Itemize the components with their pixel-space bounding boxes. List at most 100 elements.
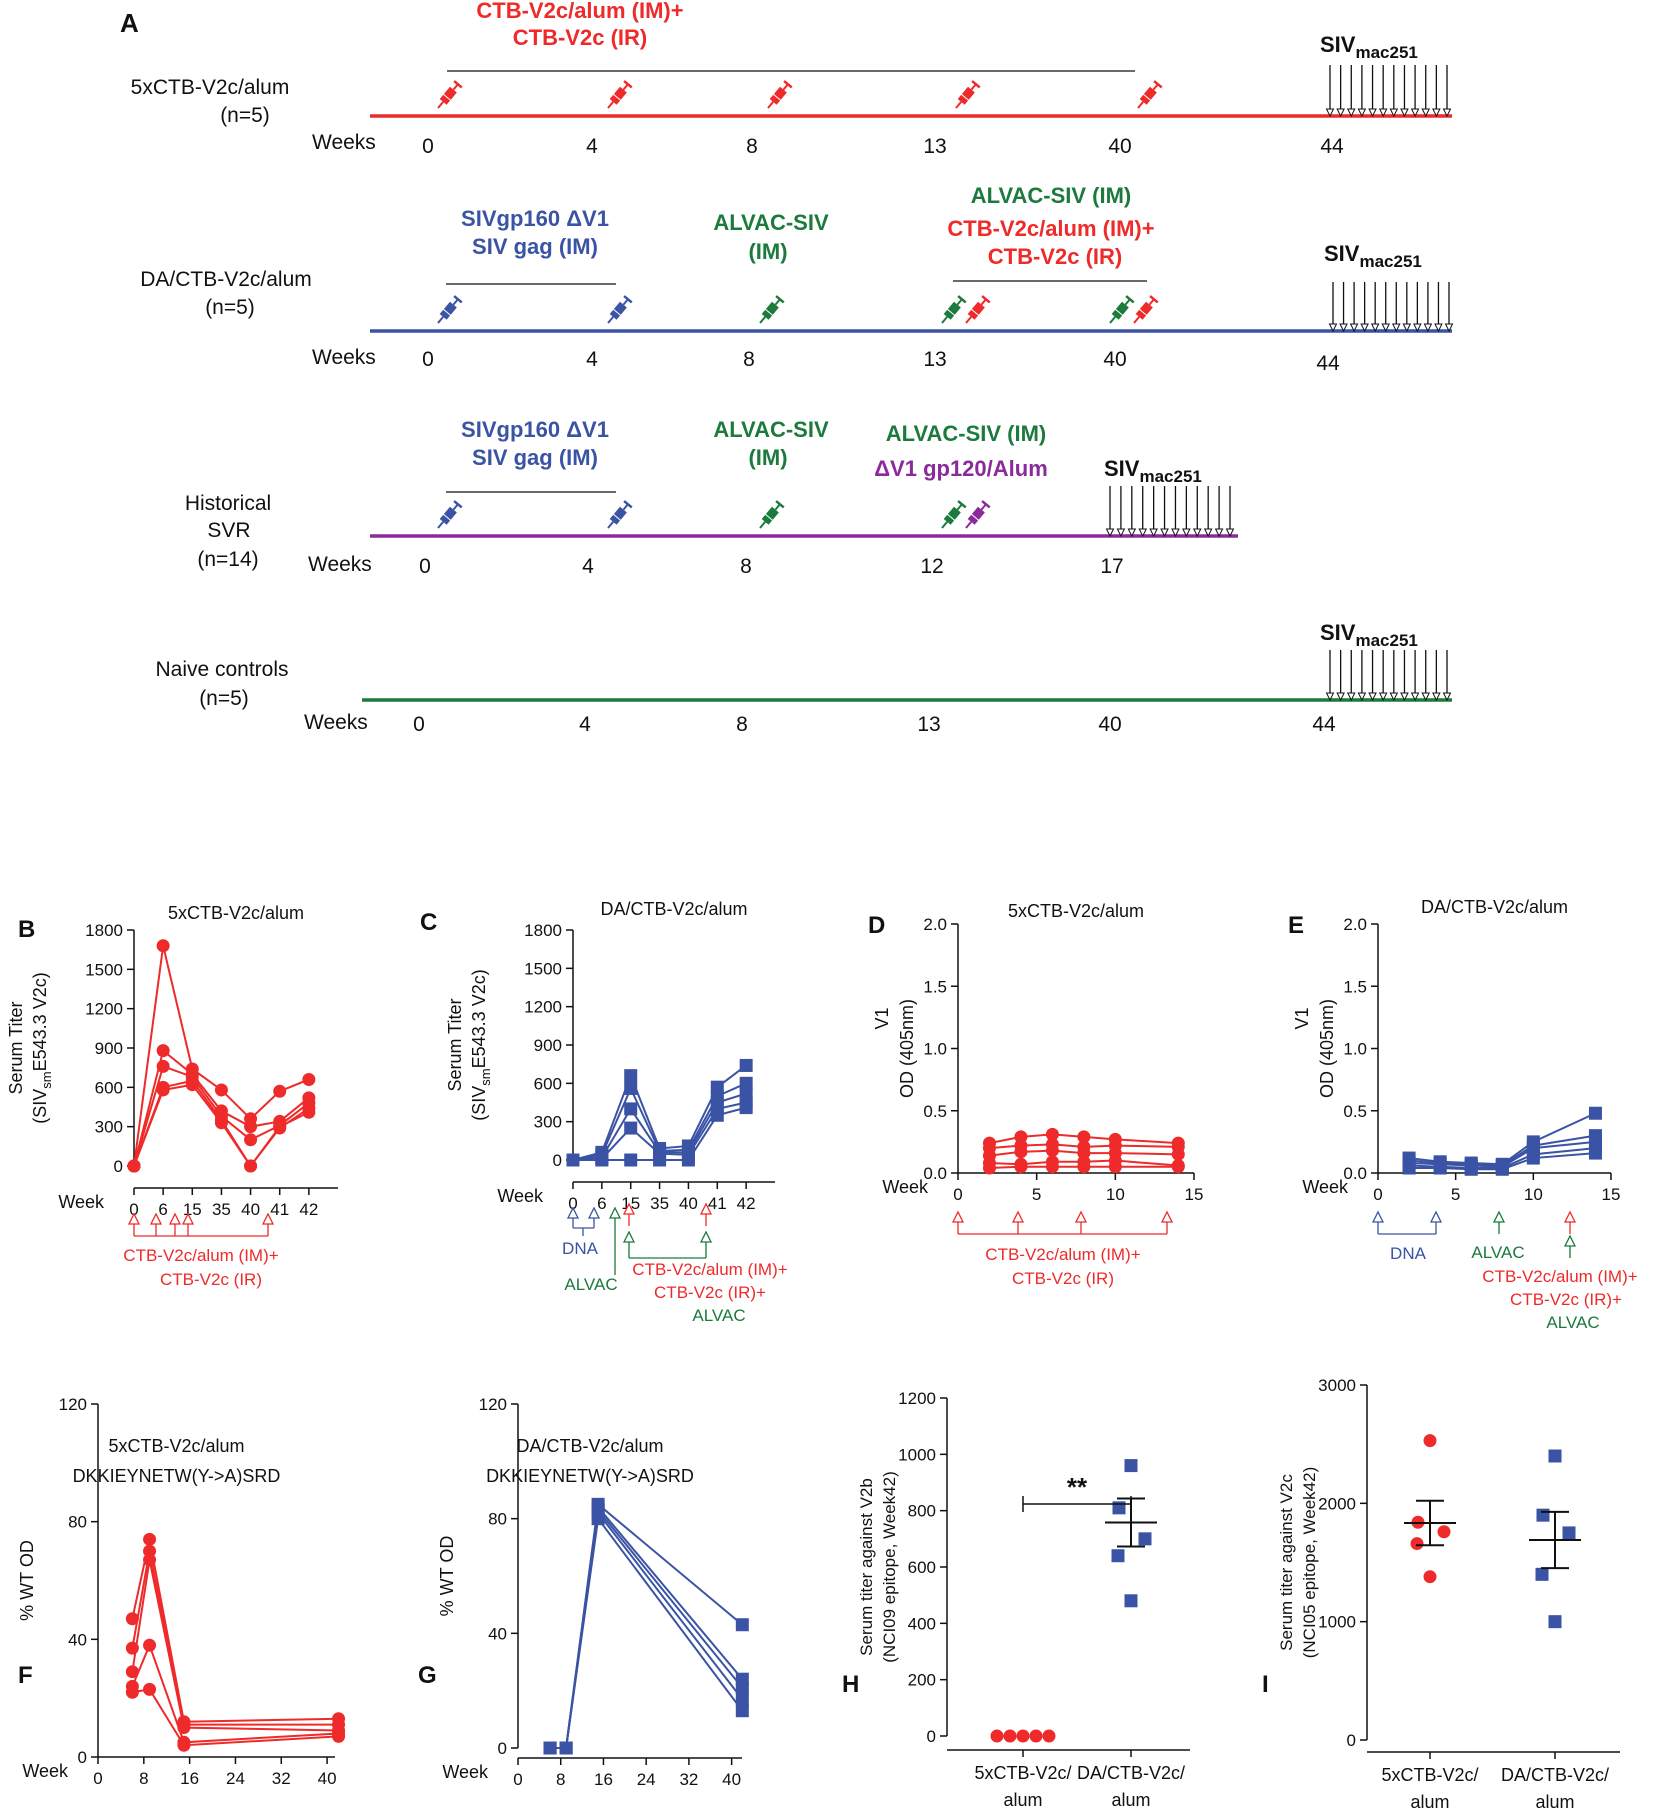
row3-heading-alvac-2: (IM) — [748, 445, 787, 470]
panel-letter: B — [18, 916, 35, 943]
data-point — [735, 1704, 749, 1718]
y-axis-label-2: OD (405nm) — [897, 999, 917, 1098]
vaccination-arrow-icon — [149, 1212, 163, 1236]
data-point — [302, 1072, 316, 1086]
syringe-needle — [607, 101, 614, 109]
challenge-arrow-head — [1149, 528, 1158, 538]
row1-week-tick: 13 — [923, 135, 946, 158]
ctb-arrow-icon — [622, 1202, 636, 1226]
x-tick-label: 0 — [568, 1194, 577, 1213]
challenge-arrow-head — [1360, 323, 1369, 333]
row1-week-tick: 0 — [422, 135, 434, 158]
arrow-head — [566, 1206, 580, 1219]
arrow-head — [699, 1202, 713, 1215]
arrow-head — [181, 1212, 195, 1225]
syringe-handle — [453, 80, 463, 89]
syringe-needle — [759, 316, 766, 324]
row4-challenge-label: SIVmac251 — [1320, 620, 1418, 650]
data-point — [739, 1101, 753, 1115]
challenge-arrow-head — [1368, 108, 1377, 118]
syringe-barrel — [761, 506, 779, 525]
series-line — [550, 1510, 744, 1749]
syringe-needle — [437, 101, 444, 109]
row3-weeks-label: Weeks — [308, 553, 372, 576]
y-tick-label: 900 — [534, 1036, 562, 1055]
data-point — [1042, 1729, 1056, 1743]
y-tick-label: 600 — [908, 1558, 936, 1577]
y-tick-label: 1.5 — [923, 977, 947, 996]
y-tick-label: 900 — [95, 1039, 123, 1058]
syringe-mark — [970, 308, 980, 316]
chart-subtitle: DKKIEYNETW(Y->A)SRD — [73, 1466, 281, 1486]
row4-week-tick: 8 — [736, 713, 748, 736]
data-point — [1077, 1130, 1091, 1144]
challenge-arrow-head — [1378, 108, 1388, 118]
challenge-arrow-head — [1346, 108, 1356, 118]
annotation-text: CTB-V2c (IR)+ — [1510, 1290, 1622, 1309]
data-point — [1014, 1145, 1028, 1159]
challenge-arrow-head — [1171, 528, 1180, 538]
series-line — [131, 1642, 339, 1744]
x-axis-label: Week — [442, 1762, 489, 1782]
data-point — [1536, 1508, 1550, 1522]
data-point — [735, 1692, 749, 1706]
y-tick-label: 1800 — [85, 921, 123, 940]
row2-week-tick: 13 — [923, 348, 946, 371]
syringe-barrel — [439, 506, 457, 525]
syringe-needle — [607, 521, 614, 529]
challenge-arrow-head — [1410, 692, 1420, 702]
arrow-head — [951, 1210, 965, 1223]
arrow-head — [1074, 1210, 1088, 1223]
row4-weeks-label: Weeks — [304, 711, 368, 734]
syringe-icon — [1137, 80, 1163, 109]
syringe-mark — [442, 513, 452, 521]
panel-i: I 0 1000 2000 3000 Serum titer against V2c (NC… — [1262, 1376, 1620, 1812]
data-point — [143, 1532, 157, 1546]
row2-challenge-arrows — [1328, 282, 1454, 333]
challenge-arrow-head — [1421, 692, 1431, 702]
panel-letter: C — [420, 909, 437, 936]
data-point — [1588, 1106, 1602, 1120]
data-point — [244, 1120, 258, 1134]
challenge-arrow-head — [1381, 323, 1391, 333]
data-point — [653, 1153, 667, 1167]
x-tick-label: 35 — [212, 1200, 231, 1219]
syringe-mark — [612, 513, 622, 521]
x-tick-label: 40 — [318, 1769, 337, 1788]
y-label-rest: E543.3 V2c) — [30, 972, 50, 1071]
annotation-text: ALVAC — [564, 1275, 617, 1294]
data-point — [1016, 1729, 1030, 1743]
syringe-mark — [442, 308, 452, 316]
dna-arrow-icon — [566, 1206, 580, 1228]
row4-week-tick: 4 — [579, 713, 591, 736]
syringe-barrel — [609, 86, 627, 105]
syringe-needle — [1109, 316, 1116, 324]
row2-heading-dna-1: SIVgp160 ΔV1 — [461, 206, 609, 231]
vaccination-arrow-icon — [127, 1212, 141, 1236]
y-label-sub: sm — [478, 1068, 493, 1085]
y-axis-label: Serum Titer — [445, 998, 465, 1091]
group-label: DA/CTB-V2c/ — [1077, 1763, 1185, 1783]
y-axis-label: Serum titer against V2c — [1277, 1474, 1296, 1651]
arrow-head — [1563, 1210, 1577, 1223]
row2-week-tick: 8 — [743, 348, 755, 371]
y-tick-label: 120 — [479, 1395, 507, 1414]
row3-heading-dna-1: SIVgp160 ΔV1 — [461, 417, 609, 442]
data-point — [125, 1665, 139, 1679]
y-tick-label: 1000 — [898, 1445, 936, 1464]
data-point — [1495, 1162, 1509, 1176]
syringe-handle — [775, 295, 785, 304]
syringe-mark — [764, 308, 774, 316]
row1-week-tick: 4 — [586, 135, 598, 158]
group-label-2: alum — [1003, 1790, 1042, 1810]
data-point — [1171, 1160, 1185, 1174]
x-tick-label: 42 — [737, 1194, 756, 1213]
panel-d: D 0.0 0.5 1.0 1.5 2.0 V1 OD (405nm) 5xCTB-V2c/al… — [868, 901, 1203, 1204]
data-point — [156, 939, 170, 953]
syringe-icon — [759, 295, 785, 324]
alvac-arrow-icon — [699, 1230, 713, 1258]
y-label-rest: E543.3 V2c) — [469, 969, 489, 1068]
data-point — [624, 1153, 638, 1167]
panel-h: H 0 200 400 600 800 1000 1200 Serum titer agains… — [842, 1389, 1190, 1810]
